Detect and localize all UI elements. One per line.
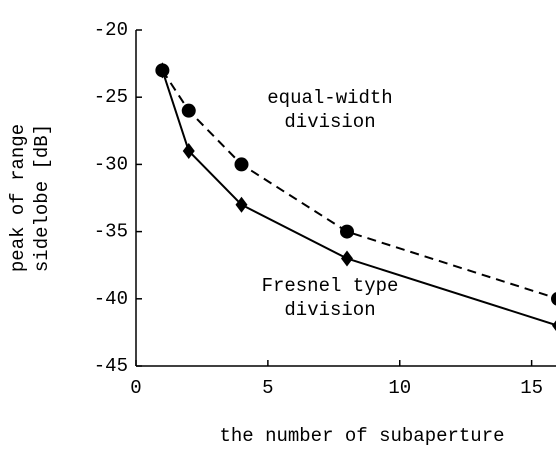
- series-label: division: [284, 111, 375, 133]
- y-tick-label: -35: [94, 221, 128, 243]
- y-tick-label: -40: [94, 288, 128, 310]
- series-label: equal-width: [267, 87, 392, 109]
- y-axis-label-line: sidelobe [dB]: [31, 124, 53, 272]
- marker: [235, 196, 248, 213]
- y-tick-label: -30: [94, 153, 128, 175]
- marker: [234, 157, 249, 172]
- x-axis-label: the number of subaperture: [219, 425, 504, 447]
- marker: [182, 142, 195, 159]
- series-label: division: [284, 299, 375, 321]
- y-tick-label: -45: [94, 355, 128, 377]
- marker: [181, 103, 196, 118]
- y-axis-label-line: peak of range: [7, 124, 29, 272]
- y-axis-label: peak of range sidelobe [dB]: [7, 124, 53, 272]
- x-tick-label: 0: [130, 377, 141, 399]
- marker: [552, 320, 556, 332]
- y-tick-label: -25: [94, 86, 128, 108]
- marker: [341, 250, 353, 267]
- series-label: Fresnel type: [262, 275, 399, 297]
- y-tick-label: -20: [94, 19, 128, 41]
- x-tick-label: 5: [262, 377, 273, 399]
- x-tick-label: 10: [388, 377, 411, 399]
- marker: [551, 292, 556, 306]
- marker: [156, 62, 169, 79]
- marker: [340, 224, 354, 239]
- plot: [155, 62, 556, 332]
- x-tick-label: 15: [520, 377, 543, 399]
